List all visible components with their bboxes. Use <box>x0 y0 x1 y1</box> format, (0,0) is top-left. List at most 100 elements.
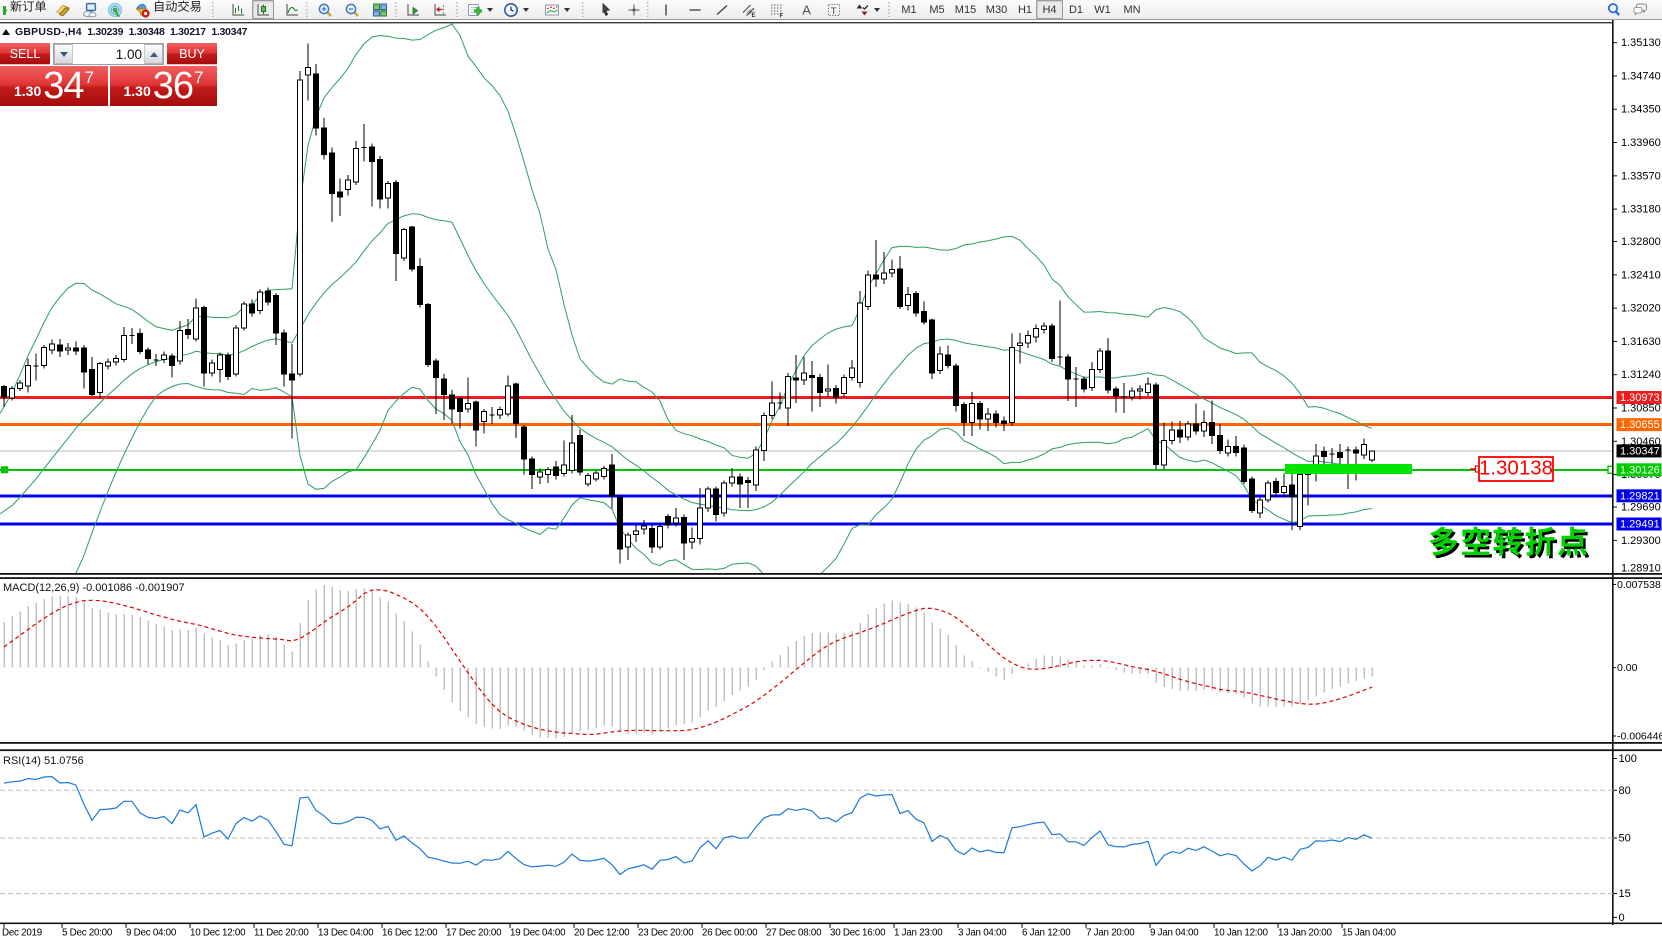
vertical-line-button[interactable] <box>655 0 677 19</box>
zoom-out-button[interactable] <box>341 0 363 19</box>
dropdown-arrow-icon[interactable] <box>487 7 493 12</box>
candle-bull <box>297 79 303 375</box>
bar-chart-button[interactable] <box>227 0 249 19</box>
templates-button[interactable] <box>541 0 573 19</box>
timeframe-m1-button[interactable]: M1 <box>901 4 917 16</box>
search-button[interactable] <box>1603 0 1625 19</box>
dropdown-arrow-icon[interactable] <box>564 7 570 12</box>
macd-histogram-bar <box>251 638 253 668</box>
horizontal-line-button[interactable] <box>684 0 706 19</box>
candle-bear <box>521 426 527 460</box>
macd-histogram-bar <box>803 635 805 668</box>
candle-bear <box>1065 356 1071 380</box>
timeframe-m30-button[interactable]: M30 <box>985 4 1008 16</box>
timeframe-d1-button[interactable]: D1 <box>1068 4 1084 16</box>
candle-bull <box>1017 342 1023 347</box>
dropdown-arrow-icon[interactable] <box>874 7 880 12</box>
text-button[interactable]: A <box>796 0 818 19</box>
candle-bull <box>1281 486 1287 494</box>
hline-icon <box>687 2 703 18</box>
sell-button[interactable]: SELL <box>0 43 50 65</box>
time-axis-label: 26 Dec 00:00 <box>702 928 758 939</box>
macd-histogram-bar <box>1235 667 1237 694</box>
auto-scroll-button[interactable] <box>402 0 424 19</box>
volume-input[interactable] <box>73 44 144 64</box>
panel-separator[interactable] <box>0 749 1662 752</box>
macd-histogram-bar <box>827 632 829 668</box>
macd-histogram-bar <box>555 667 557 739</box>
new-order-button[interactable] <box>0 0 47 19</box>
cursor-icon <box>598 2 614 18</box>
bar-chart-icon <box>230 2 246 18</box>
line-chart-button[interactable] <box>281 0 303 19</box>
autotrade-button[interactable] <box>131 0 207 19</box>
toolbar-separator <box>211 2 214 17</box>
text-label-button[interactable]: T <box>823 0 845 19</box>
timeframe-mn-button[interactable]: MN <box>1123 4 1141 16</box>
timeframe-w1-button[interactable]: W1 <box>1094 4 1111 16</box>
candle-bear <box>369 146 375 162</box>
timeframe-m5-button[interactable]: M5 <box>929 4 945 16</box>
panel-separator[interactable] <box>0 742 1662 744</box>
timeframe-h4-button[interactable]: H4 <box>1036 0 1063 19</box>
candle-bear <box>281 332 287 375</box>
candle-chart-button[interactable] <box>252 0 274 19</box>
arrows-button[interactable] <box>851 0 883 19</box>
indicators-icon <box>467 2 483 18</box>
chart-profile-button[interactable] <box>52 0 74 19</box>
macd-histogram-bar <box>83 601 85 668</box>
macd-histogram-bar <box>1363 667 1365 679</box>
macd-histogram-bar <box>907 603 909 668</box>
green-zone-rectangle[interactable] <box>1285 463 1412 474</box>
panel-separator[interactable] <box>0 573 1662 575</box>
cursor-button[interactable] <box>595 0 617 19</box>
time-axis-label: 15 Jan 04:00 <box>1342 928 1396 939</box>
periods-button[interactable] <box>500 0 532 19</box>
macd-histogram-bar <box>1035 659 1037 668</box>
candle-bull <box>401 229 407 259</box>
market-watch-button[interactable] <box>79 0 101 19</box>
macd-histogram-bar <box>51 596 53 668</box>
dropdown-arrow-icon[interactable] <box>523 7 529 12</box>
macd-histogram-bar <box>75 597 77 668</box>
cn-annotation[interactable] <box>1429 526 1590 559</box>
buy-price-display[interactable]: 1.30 36 7 <box>110 66 217 106</box>
volume-decrease-button[interactable] <box>54 44 73 64</box>
macd-histogram-bar <box>1315 667 1317 697</box>
buy-button[interactable]: BUY <box>167 43 217 65</box>
panel-separator[interactable] <box>0 577 1662 579</box>
macd-histogram-bar <box>1083 665 1085 668</box>
panel-separator[interactable] <box>0 922 1662 925</box>
chart-shift-button[interactable] <box>429 0 451 19</box>
candle-bull <box>1145 383 1151 394</box>
indicators-button[interactable] <box>464 0 496 19</box>
macd-histogram-bar <box>1307 667 1309 701</box>
timeframe-h1-button[interactable]: H1 <box>1017 4 1033 16</box>
candle-bull <box>937 353 943 371</box>
toolbar-separator <box>646 2 649 17</box>
chat-button[interactable] <box>1629 0 1651 19</box>
time-axis-label: 16 Dec 12:00 <box>382 928 438 939</box>
signals-button[interactable] <box>104 0 126 19</box>
trendline-button[interactable] <box>711 0 733 19</box>
support-1-price-tag: 1.29821 <box>1616 489 1662 503</box>
tile-windows-button[interactable] <box>369 0 391 19</box>
buy-price-prefix: 1.30 <box>123 83 151 99</box>
time-axis-label: 1 Jan 23:00 <box>894 928 943 939</box>
crosshair-button[interactable] <box>623 0 645 19</box>
volume-increase-button[interactable] <box>144 44 163 64</box>
candle-bull <box>49 343 55 351</box>
zoom-in-button[interactable] <box>314 0 336 19</box>
collapse-panel-icon[interactable] <box>2 29 10 35</box>
sell-price-display[interactable]: 1.30 34 7 <box>0 66 108 106</box>
equidistant-channel-button[interactable]: E <box>738 0 760 19</box>
hline-left-handle[interactable] <box>1 466 8 474</box>
fibonacci-button[interactable]: F <box>766 0 788 19</box>
candle-bull <box>969 403 975 424</box>
time-axis-label: 30 Dec 16:00 <box>830 928 886 939</box>
macd-histogram-bar <box>595 667 597 729</box>
candle-bull <box>1041 325 1047 330</box>
price-callout-box[interactable] <box>1478 456 1554 482</box>
timeframe-m15-button[interactable]: M15 <box>954 4 977 16</box>
